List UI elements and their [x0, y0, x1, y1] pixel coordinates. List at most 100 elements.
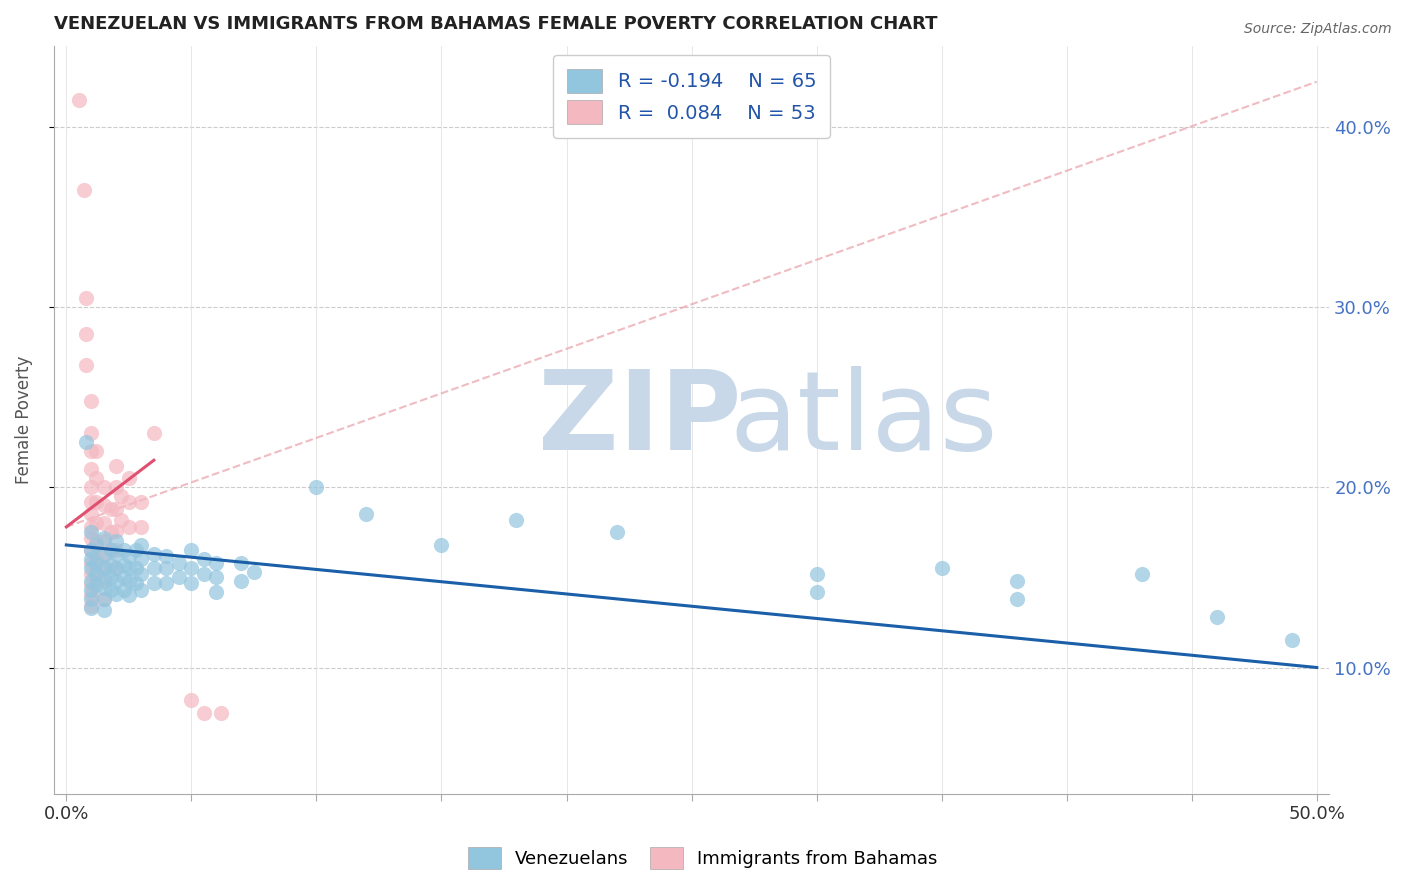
Point — [125, 543, 148, 558]
Point — [931, 561, 953, 575]
Point — [93, 574, 115, 588]
Point — [131, 552, 153, 566]
Point — [806, 584, 828, 599]
Point — [142, 561, 165, 575]
Point — [86, 534, 108, 549]
Point — [80, 556, 103, 570]
Point — [86, 516, 108, 531]
Y-axis label: Female Poverty: Female Poverty — [15, 356, 32, 483]
Point — [105, 480, 128, 494]
Point — [209, 706, 232, 720]
Point — [75, 327, 97, 342]
Point — [80, 561, 103, 575]
Point — [167, 556, 190, 570]
Point — [105, 524, 128, 538]
Text: atlas: atlas — [730, 367, 998, 473]
Point — [112, 570, 135, 584]
Point — [93, 531, 115, 545]
Point — [86, 566, 108, 581]
Point — [93, 592, 115, 607]
Point — [80, 531, 103, 545]
Point — [80, 543, 103, 558]
Point — [205, 584, 228, 599]
Point — [231, 556, 253, 570]
Point — [110, 489, 132, 503]
Point — [112, 582, 135, 597]
Point — [93, 581, 115, 595]
Point — [118, 520, 141, 534]
Point — [93, 592, 115, 607]
Point — [118, 494, 141, 508]
Point — [231, 574, 253, 588]
Legend: R = -0.194    N = 65, R =  0.084    N = 53: R = -0.194 N = 65, R = 0.084 N = 53 — [554, 55, 830, 138]
Point — [1205, 610, 1227, 624]
Point — [86, 471, 108, 485]
Point — [100, 582, 122, 597]
Point — [155, 575, 177, 590]
Point — [93, 516, 115, 531]
Point — [305, 480, 328, 494]
Point — [80, 566, 103, 581]
Point — [100, 570, 122, 584]
Point — [142, 575, 165, 590]
Point — [243, 565, 266, 579]
Point — [80, 494, 103, 508]
Point — [86, 538, 108, 552]
Point — [118, 561, 141, 575]
Point — [80, 393, 103, 408]
Point — [93, 570, 115, 584]
Point — [86, 556, 108, 570]
Text: VENEZUELAN VS IMMIGRANTS FROM BAHAMAS FEMALE POVERTY CORRELATION CHART: VENEZUELAN VS IMMIGRANTS FROM BAHAMAS FE… — [53, 15, 938, 33]
Point — [125, 561, 148, 575]
Point — [105, 534, 128, 549]
Point — [80, 552, 103, 566]
Point — [112, 543, 135, 558]
Point — [105, 561, 128, 575]
Point — [118, 588, 141, 602]
Point — [505, 513, 527, 527]
Point — [131, 520, 153, 534]
Point — [100, 525, 122, 540]
Point — [131, 566, 153, 581]
Point — [193, 706, 215, 720]
Point — [180, 543, 202, 558]
Point — [93, 534, 115, 549]
Point — [93, 480, 115, 494]
Point — [100, 543, 122, 558]
Point — [80, 462, 103, 476]
Point — [100, 502, 122, 516]
Point — [180, 561, 202, 575]
Point — [605, 525, 627, 540]
Point — [356, 508, 378, 522]
Point — [80, 508, 103, 522]
Point — [110, 513, 132, 527]
Point — [193, 552, 215, 566]
Point — [80, 444, 103, 458]
Point — [1005, 574, 1028, 588]
Point — [93, 561, 115, 575]
Point — [131, 538, 153, 552]
Point — [131, 582, 153, 597]
Point — [80, 426, 103, 441]
Point — [80, 543, 103, 558]
Point — [118, 549, 141, 563]
Point — [86, 552, 108, 566]
Point — [118, 471, 141, 485]
Legend: Venezuelans, Immigrants from Bahamas: Venezuelans, Immigrants from Bahamas — [460, 838, 946, 879]
Point — [430, 538, 453, 552]
Point — [142, 547, 165, 561]
Point — [1005, 592, 1028, 607]
Point — [806, 566, 828, 581]
Text: Source: ZipAtlas.com: Source: ZipAtlas.com — [1244, 22, 1392, 37]
Point — [80, 599, 103, 614]
Text: ZIP: ZIP — [538, 367, 742, 473]
Point — [80, 574, 103, 588]
Point — [205, 556, 228, 570]
Point — [105, 586, 128, 600]
Point — [125, 575, 148, 590]
Point — [86, 494, 108, 508]
Point — [100, 543, 122, 558]
Point — [93, 549, 115, 563]
Point — [205, 570, 228, 584]
Point — [93, 498, 115, 512]
